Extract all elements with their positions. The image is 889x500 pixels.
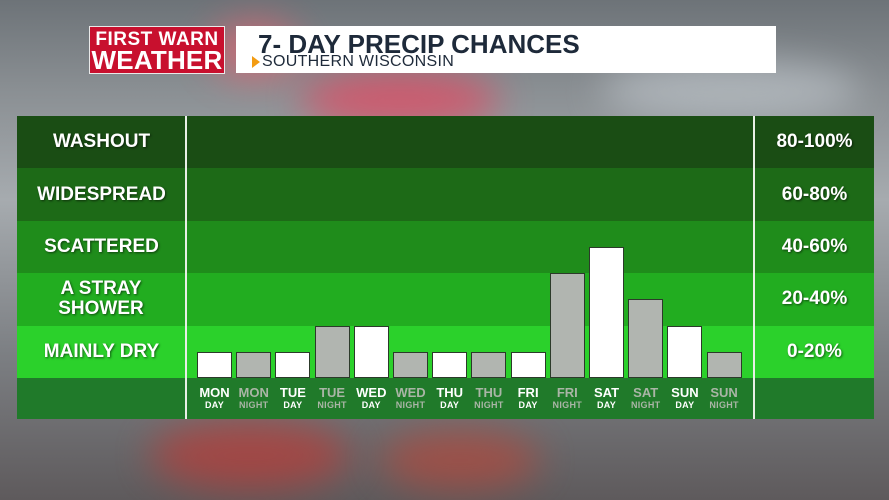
x-tick-day: FRI — [556, 385, 578, 400]
x-tick-label: SUN DAY — [665, 386, 705, 410]
bar-fri-day — [510, 351, 546, 378]
band-range-mainly-dry: 0-20% — [787, 340, 842, 362]
x-tick-period: NIGHT — [317, 400, 347, 410]
title-box: 7- DAY PRECIP CHANCES SOUTHERN WISCONSIN — [236, 26, 776, 73]
x-tick-label: THU NIGHT — [469, 386, 509, 410]
bar-thu-day — [432, 351, 468, 378]
x-tick-label: TUE NIGHT — [312, 386, 352, 410]
band-stray-shower — [17, 273, 874, 326]
x-tick-period: DAY — [675, 400, 695, 410]
x-tick-period: DAY — [283, 400, 303, 410]
page-subtitle: SOUTHERN WISCONSIN — [252, 53, 455, 71]
page-title: 7- DAY PRECIP CHANCES — [258, 29, 580, 59]
x-tick-day: WED — [395, 385, 426, 400]
x-tick-label: MON DAY — [195, 386, 235, 410]
x-tick-label: SUN NIGHT — [704, 386, 744, 410]
bokeh-light — [380, 430, 540, 490]
x-tick-period: NIGHT — [709, 400, 739, 410]
bar-sun-day — [667, 325, 703, 378]
x-tick-day: SUN — [671, 385, 699, 400]
bar-sat-day — [589, 247, 624, 378]
bar-sat-night — [628, 299, 664, 378]
x-tick-period: DAY — [596, 400, 617, 410]
x-tick-period: NIGHT — [238, 400, 269, 410]
band-range-washout: 80-100% — [776, 131, 853, 153]
x-tick-period: DAY — [361, 400, 381, 410]
band-washout — [17, 116, 874, 169]
x-tick-day: FRI — [517, 385, 539, 400]
band-label-mainly-dry: MAINLY DRY — [43, 340, 160, 362]
x-tick-label: WED NIGHT — [391, 386, 431, 410]
column-divider — [753, 116, 755, 419]
x-tick-label: THU DAY — [430, 386, 470, 410]
band-label-stray-shower: A STRAY SHOWER — [58, 278, 144, 320]
x-tick-period: NIGHT — [474, 400, 504, 410]
bar-fri-night — [549, 273, 585, 378]
x-tick-label: TUE DAY — [273, 386, 313, 410]
x-tick-day: MON — [199, 385, 230, 400]
x-tick-label: SAT NIGHT — [626, 386, 666, 410]
x-tick-day: SAT — [593, 385, 620, 400]
logo-line-1: FIRST WARN — [95, 29, 219, 50]
first-warn-weather-logo: FIRST WARN WEATHER — [89, 26, 225, 74]
x-tick-day: TUE — [279, 385, 306, 400]
x-tick-period: NIGHT — [395, 400, 426, 410]
x-tick-period: DAY — [440, 400, 460, 410]
band-range-scattered: 40-60% — [781, 236, 848, 257]
bar-wed-night — [393, 351, 428, 378]
bokeh-light — [150, 420, 350, 490]
logo-line-2: WEATHER — [91, 45, 223, 75]
column-divider — [185, 116, 187, 419]
bar-mon-night — [236, 351, 272, 378]
x-tick-day: WED — [356, 385, 387, 400]
x-tick-label: MON NIGHT — [234, 386, 274, 410]
band-scattered — [17, 220, 874, 274]
bar-sun-night — [706, 351, 742, 378]
subtitle-text: SOUTHERN WISCONSIN — [262, 53, 455, 70]
x-tick-label: FRI DAY — [508, 386, 548, 410]
band-label-scattered: SCATTERED — [44, 236, 159, 257]
bar-tue-night — [314, 325, 350, 378]
band-range-stray-shower: 20-40% — [781, 288, 848, 310]
x-tick-label: SAT DAY — [587, 386, 627, 410]
bar-tue-day — [275, 351, 311, 378]
play-triangle-icon — [252, 56, 260, 68]
band-label-widespread: WIDESPREAD — [37, 183, 166, 205]
precip-chart: WASHOUT 80-100% WIDESPREAD 60-80% SCATTERED 4… — [17, 116, 874, 419]
x-tick-day: MON — [238, 385, 269, 400]
x-tick-day: THU — [436, 385, 464, 400]
bar-thu-night — [471, 351, 507, 378]
x-tick-period: NIGHT — [552, 400, 583, 410]
x-tick-label: FRI NIGHT — [547, 386, 587, 410]
bar-mon-day — [197, 351, 232, 378]
x-tick-period: NIGHT — [630, 400, 661, 410]
x-tick-day: TUE — [319, 385, 346, 400]
x-tick-label: WED DAY — [351, 386, 391, 410]
x-tick-period: DAY — [204, 400, 225, 410]
bar-wed-day — [353, 325, 389, 378]
x-axis-band — [17, 378, 874, 419]
x-tick-day: SAT — [633, 385, 659, 400]
band-widespread — [17, 168, 874, 221]
x-tick-period: DAY — [518, 400, 538, 410]
x-tick-day: THU — [475, 385, 503, 400]
band-range-widespread: 60-80% — [781, 183, 848, 205]
band-label-washout: WASHOUT — [52, 131, 151, 153]
x-tick-day: SUN — [710, 385, 738, 400]
